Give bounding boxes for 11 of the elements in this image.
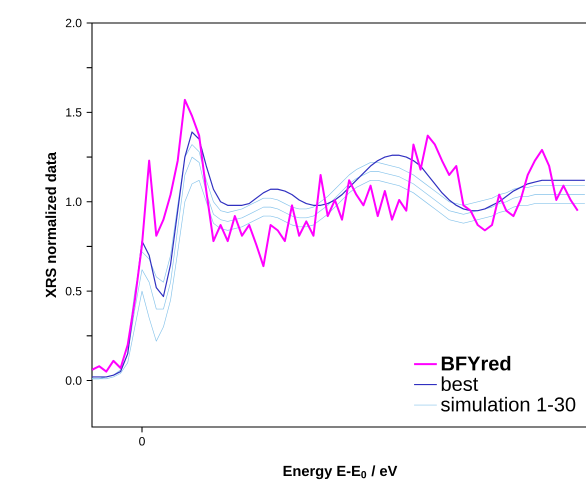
y-tick-label: 0.0: [66, 376, 82, 385]
y-tick-label: 2.0: [66, 18, 82, 28]
legend-label: best: [442, 376, 478, 392]
x-axis-title: Energy E-E$_{0}$ / eV: [284, 465, 398, 480]
y-axis-title: XRS normalized data: [45, 152, 56, 298]
legend-label: simulation 1-30: [441, 396, 576, 412]
legend-label: BFYred: [442, 356, 510, 371]
y-tick-label: 0.5: [66, 286, 82, 296]
x-tick-label: 0: [139, 437, 145, 446]
y-tick-label: 1.5: [66, 108, 82, 117]
y-tick-label: 1.0: [66, 198, 82, 206]
